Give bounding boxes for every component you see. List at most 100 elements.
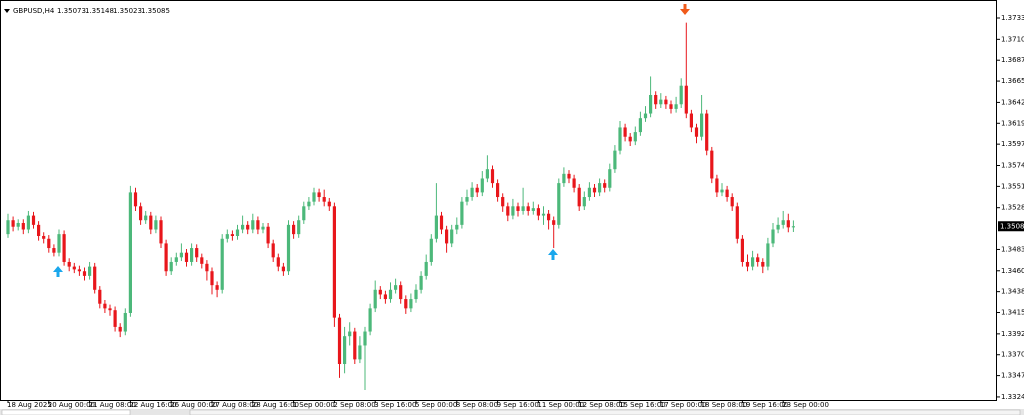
candle-body [128,192,132,313]
buy-arrow [53,266,63,277]
candle-body [557,183,561,225]
y-tick-label: 1.33245 [1001,393,1024,401]
candle-body [547,213,551,221]
candle-body [445,229,449,244]
candle-body [394,285,398,290]
candle-body [42,235,46,239]
candle-body [664,99,668,105]
candle-body [623,127,627,137]
candle-body [57,234,61,253]
candle-body [266,226,270,244]
candle-body [302,206,306,221]
candle-body [592,187,597,193]
y-tick-label: 1.36195 [1001,119,1024,127]
candle-body [31,215,36,225]
candle-body [766,243,770,267]
y-tick-label: 1.34380 [1001,288,1024,296]
candle-body [516,206,520,211]
candle-body [378,289,382,295]
tab[interactable] [1,409,131,415]
y-tick-label: 1.36420 [1001,98,1024,106]
candle-body [383,294,387,300]
candle-body [603,183,607,188]
candle-body [414,289,418,300]
candle-body [674,104,678,109]
candle-body [700,113,704,137]
candle-body [638,118,642,133]
candle-body [776,224,780,230]
candle-body [16,223,20,227]
candle-body [643,113,648,119]
candle-body [174,257,178,262]
candle-body [582,197,586,207]
candle-body [195,248,199,258]
current-price-label: 1.35085 [1000,222,1024,230]
candle-body [633,132,637,142]
candle-body [235,229,240,236]
candle-body [164,243,168,272]
y-tick-label: 1.34835 [1001,245,1024,253]
candle-body [200,257,204,264]
candle-body [317,192,321,198]
candle-body [577,187,581,207]
candle-body [628,136,632,142]
y-tick-label: 1.33475 [1001,372,1024,380]
candle-body [455,224,459,230]
candle-body [598,183,602,193]
y-tick-label: 1.37330 [1001,14,1024,22]
candle-body [552,220,556,225]
candle-body [771,229,775,244]
candle-body [480,178,484,193]
candle-body [511,206,515,216]
candle-body [730,197,734,207]
y-tick-label: 1.37100 [1001,35,1024,43]
candle-body [475,187,479,193]
y-tick-label: 1.35285 [1001,204,1024,212]
candle-body [751,257,755,267]
x-tick-label: 20 Aug 00:00 [48,401,95,409]
x-tick-label: 18 Sep 08:00 [701,401,748,409]
candle-body [756,257,760,262]
y-tick-label: 1.35740 [1001,161,1024,169]
y-tick-label: 1.33925 [1001,330,1024,338]
x-tick-label: 23 Sep 00:00 [782,401,829,409]
candle-body [761,261,765,267]
candle-body [149,215,153,230]
candle-body [740,238,744,262]
y-tick-label: 1.33700 [1001,351,1024,359]
x-tick-label: 12 Sep 08:00 [578,401,625,409]
candle-body [424,261,428,276]
candle-body [108,308,112,311]
candle-body [256,220,260,230]
candle-body [312,192,316,202]
candle-body [419,275,423,290]
candle-body [139,206,143,221]
header-low: 1.35023 [113,7,142,15]
candle-body [348,331,352,337]
candle-body [587,187,591,198]
candle-body [781,220,785,225]
candle-body [11,220,15,227]
y-tick-label: 1.36650 [1001,77,1024,85]
candle-body [98,289,102,304]
candle-body [210,271,214,286]
candle-body [169,261,173,272]
candle-body [526,206,530,211]
candle-body [82,271,87,276]
candle-body [241,224,245,230]
candle-body [225,234,229,239]
candle-body [434,215,438,239]
candle-body [133,192,138,207]
candle-body [215,285,219,290]
candle-body [399,285,403,300]
candle-body [506,206,510,216]
candle-body [373,289,377,309]
x-tick-label: 22 Aug 16:00 [129,401,176,409]
candle-body [52,248,56,253]
candle-body [608,169,612,188]
x-tick-label: 26 Aug 00:00 [170,401,217,409]
tab[interactable] [189,409,1021,415]
candle-body [368,308,372,332]
x-tick-label: 15 Sep 16:00 [619,401,666,409]
